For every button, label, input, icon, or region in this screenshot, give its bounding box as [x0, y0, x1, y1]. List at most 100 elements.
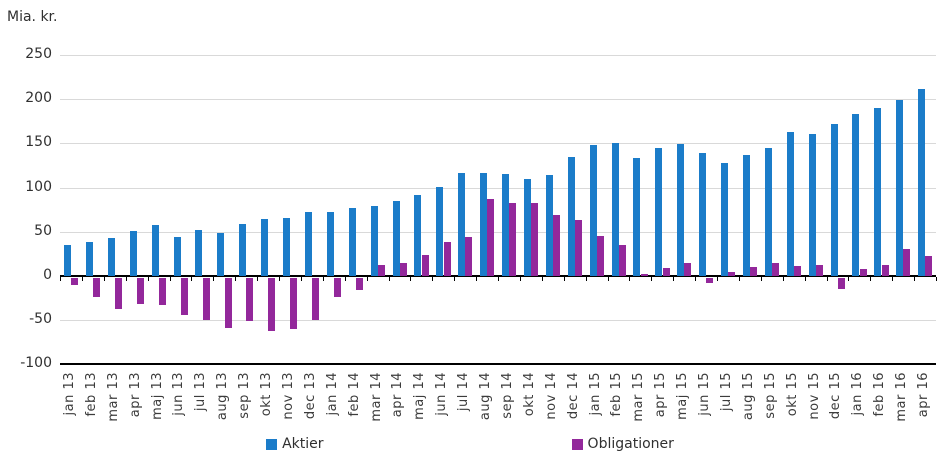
x-axis-label: okt 14 [521, 372, 537, 417]
x-axis-tick [322, 277, 324, 281]
x-axis-tick [169, 277, 171, 281]
aktier-bar [239, 223, 247, 276]
obligationer-bar [903, 249, 911, 276]
x-axis-tick [60, 277, 61, 281]
x-axis-tick [125, 277, 127, 281]
x-axis-tick [541, 277, 543, 281]
aktier-bar [633, 158, 641, 276]
gridline-200 [60, 99, 936, 101]
aktier-bar [502, 174, 509, 276]
y-axis-label: 100 [25, 178, 52, 195]
obligationer-bar [531, 202, 539, 276]
x-axis-tick [432, 277, 434, 281]
aktier-bar [283, 217, 290, 276]
x-axis-label: apr 15 [653, 372, 669, 418]
legend-label-obligationer: Obligationer [587, 436, 674, 452]
obligationer-bar [421, 254, 429, 276]
x-axis-label: jul 13 [193, 372, 209, 412]
aktier-bar [107, 237, 115, 276]
x-axis-tick [191, 277, 193, 281]
aktier-bar [611, 142, 619, 276]
obligationer-bar [684, 262, 692, 276]
obligationer-bar [71, 278, 79, 286]
x-axis-label: jan 15 [587, 372, 603, 416]
aktier-bar [830, 123, 838, 276]
y-axis-label: 250 [25, 46, 52, 62]
x-axis-label: aug 13 [215, 372, 231, 421]
x-axis-label: sep 13 [237, 372, 253, 419]
y-axis-label: 200 [25, 90, 52, 107]
x-axis-label: jun 14 [434, 372, 450, 416]
legend-item-obligationer: Obligationer [571, 436, 674, 452]
y-axis-title: Mia. kr. [7, 9, 58, 25]
x-axis-tick [892, 277, 894, 281]
aktier-bar [721, 162, 728, 276]
obligationer-bar [728, 271, 736, 276]
aktier-bar [742, 154, 750, 276]
x-axis-label: mar 16 [894, 372, 910, 422]
obligationer-bar [180, 278, 188, 316]
gridline-100 [60, 187, 936, 189]
aktier-bar [677, 144, 685, 276]
x-axis-tick [454, 277, 456, 281]
obligationer-bar [640, 274, 648, 276]
aktier-bar [129, 230, 137, 276]
x-axis-tick [738, 277, 740, 281]
obligationer-bar [772, 262, 779, 276]
obligationer-bar [859, 268, 867, 276]
x-axis-label: maj 15 [675, 372, 691, 420]
x-axis-tick [344, 277, 346, 281]
x-axis-tick [914, 277, 916, 281]
x-axis-label: apr 16 [916, 372, 932, 418]
x-axis-tick [870, 277, 872, 281]
obligationer-bar [509, 202, 517, 276]
x-axis-tick [257, 277, 259, 281]
x-axis-tick [235, 277, 237, 281]
x-axis-label: feb 14 [346, 372, 362, 417]
x-axis-tick [476, 277, 478, 281]
x-axis-tick [300, 277, 302, 281]
x-axis-tick [629, 277, 631, 281]
gridline-150 [60, 143, 936, 145]
x-axis-tick [366, 277, 368, 281]
x-axis-label: dec 14 [565, 372, 581, 420]
gridline-50 [60, 231, 936, 233]
x-axis-label: jan 16 [850, 372, 866, 416]
x-axis-tick [213, 277, 215, 281]
x-axis-label: maj 14 [412, 372, 428, 420]
gridline--50 [60, 320, 936, 322]
y-axis-label: -100 [20, 355, 52, 372]
x-axis-tick [804, 277, 806, 281]
aktier-bar [326, 212, 334, 276]
x-axis-tick [651, 277, 653, 281]
x-axis-tick [585, 277, 587, 281]
gridline--100 [60, 363, 936, 366]
x-axis-label: sep 15 [762, 372, 778, 419]
x-axis-label: nov 13 [280, 372, 296, 420]
aktier-bar [764, 147, 772, 276]
obligationer-bar [312, 278, 320, 321]
x-axis-label: dec 15 [828, 372, 844, 420]
obligationer-bar [93, 278, 101, 298]
aktier-bar [304, 212, 312, 276]
x-axis-tick [607, 277, 609, 281]
x-axis-label: okt 15 [784, 372, 800, 417]
aktier-bar [414, 194, 422, 276]
legend-label-aktier: Aktier [282, 436, 324, 452]
x-axis-label: jul 14 [456, 372, 472, 412]
aktier-bar [64, 245, 71, 276]
obligationer-bar [115, 278, 122, 309]
obligationer-bar [334, 278, 341, 297]
aktier-bar [567, 156, 575, 276]
x-axis-tick [826, 277, 828, 281]
aktier-bar [852, 114, 860, 276]
x-axis-tick [760, 277, 762, 281]
obligationer-bar [662, 268, 670, 276]
x-axis-tick [673, 277, 675, 281]
obligationer-bar [553, 215, 560, 276]
x-axis-label: mar 13 [105, 372, 121, 422]
gridline-0 [60, 275, 936, 277]
y-axis-label: 50 [34, 222, 52, 239]
legend-item-aktier: Aktier [266, 436, 324, 452]
